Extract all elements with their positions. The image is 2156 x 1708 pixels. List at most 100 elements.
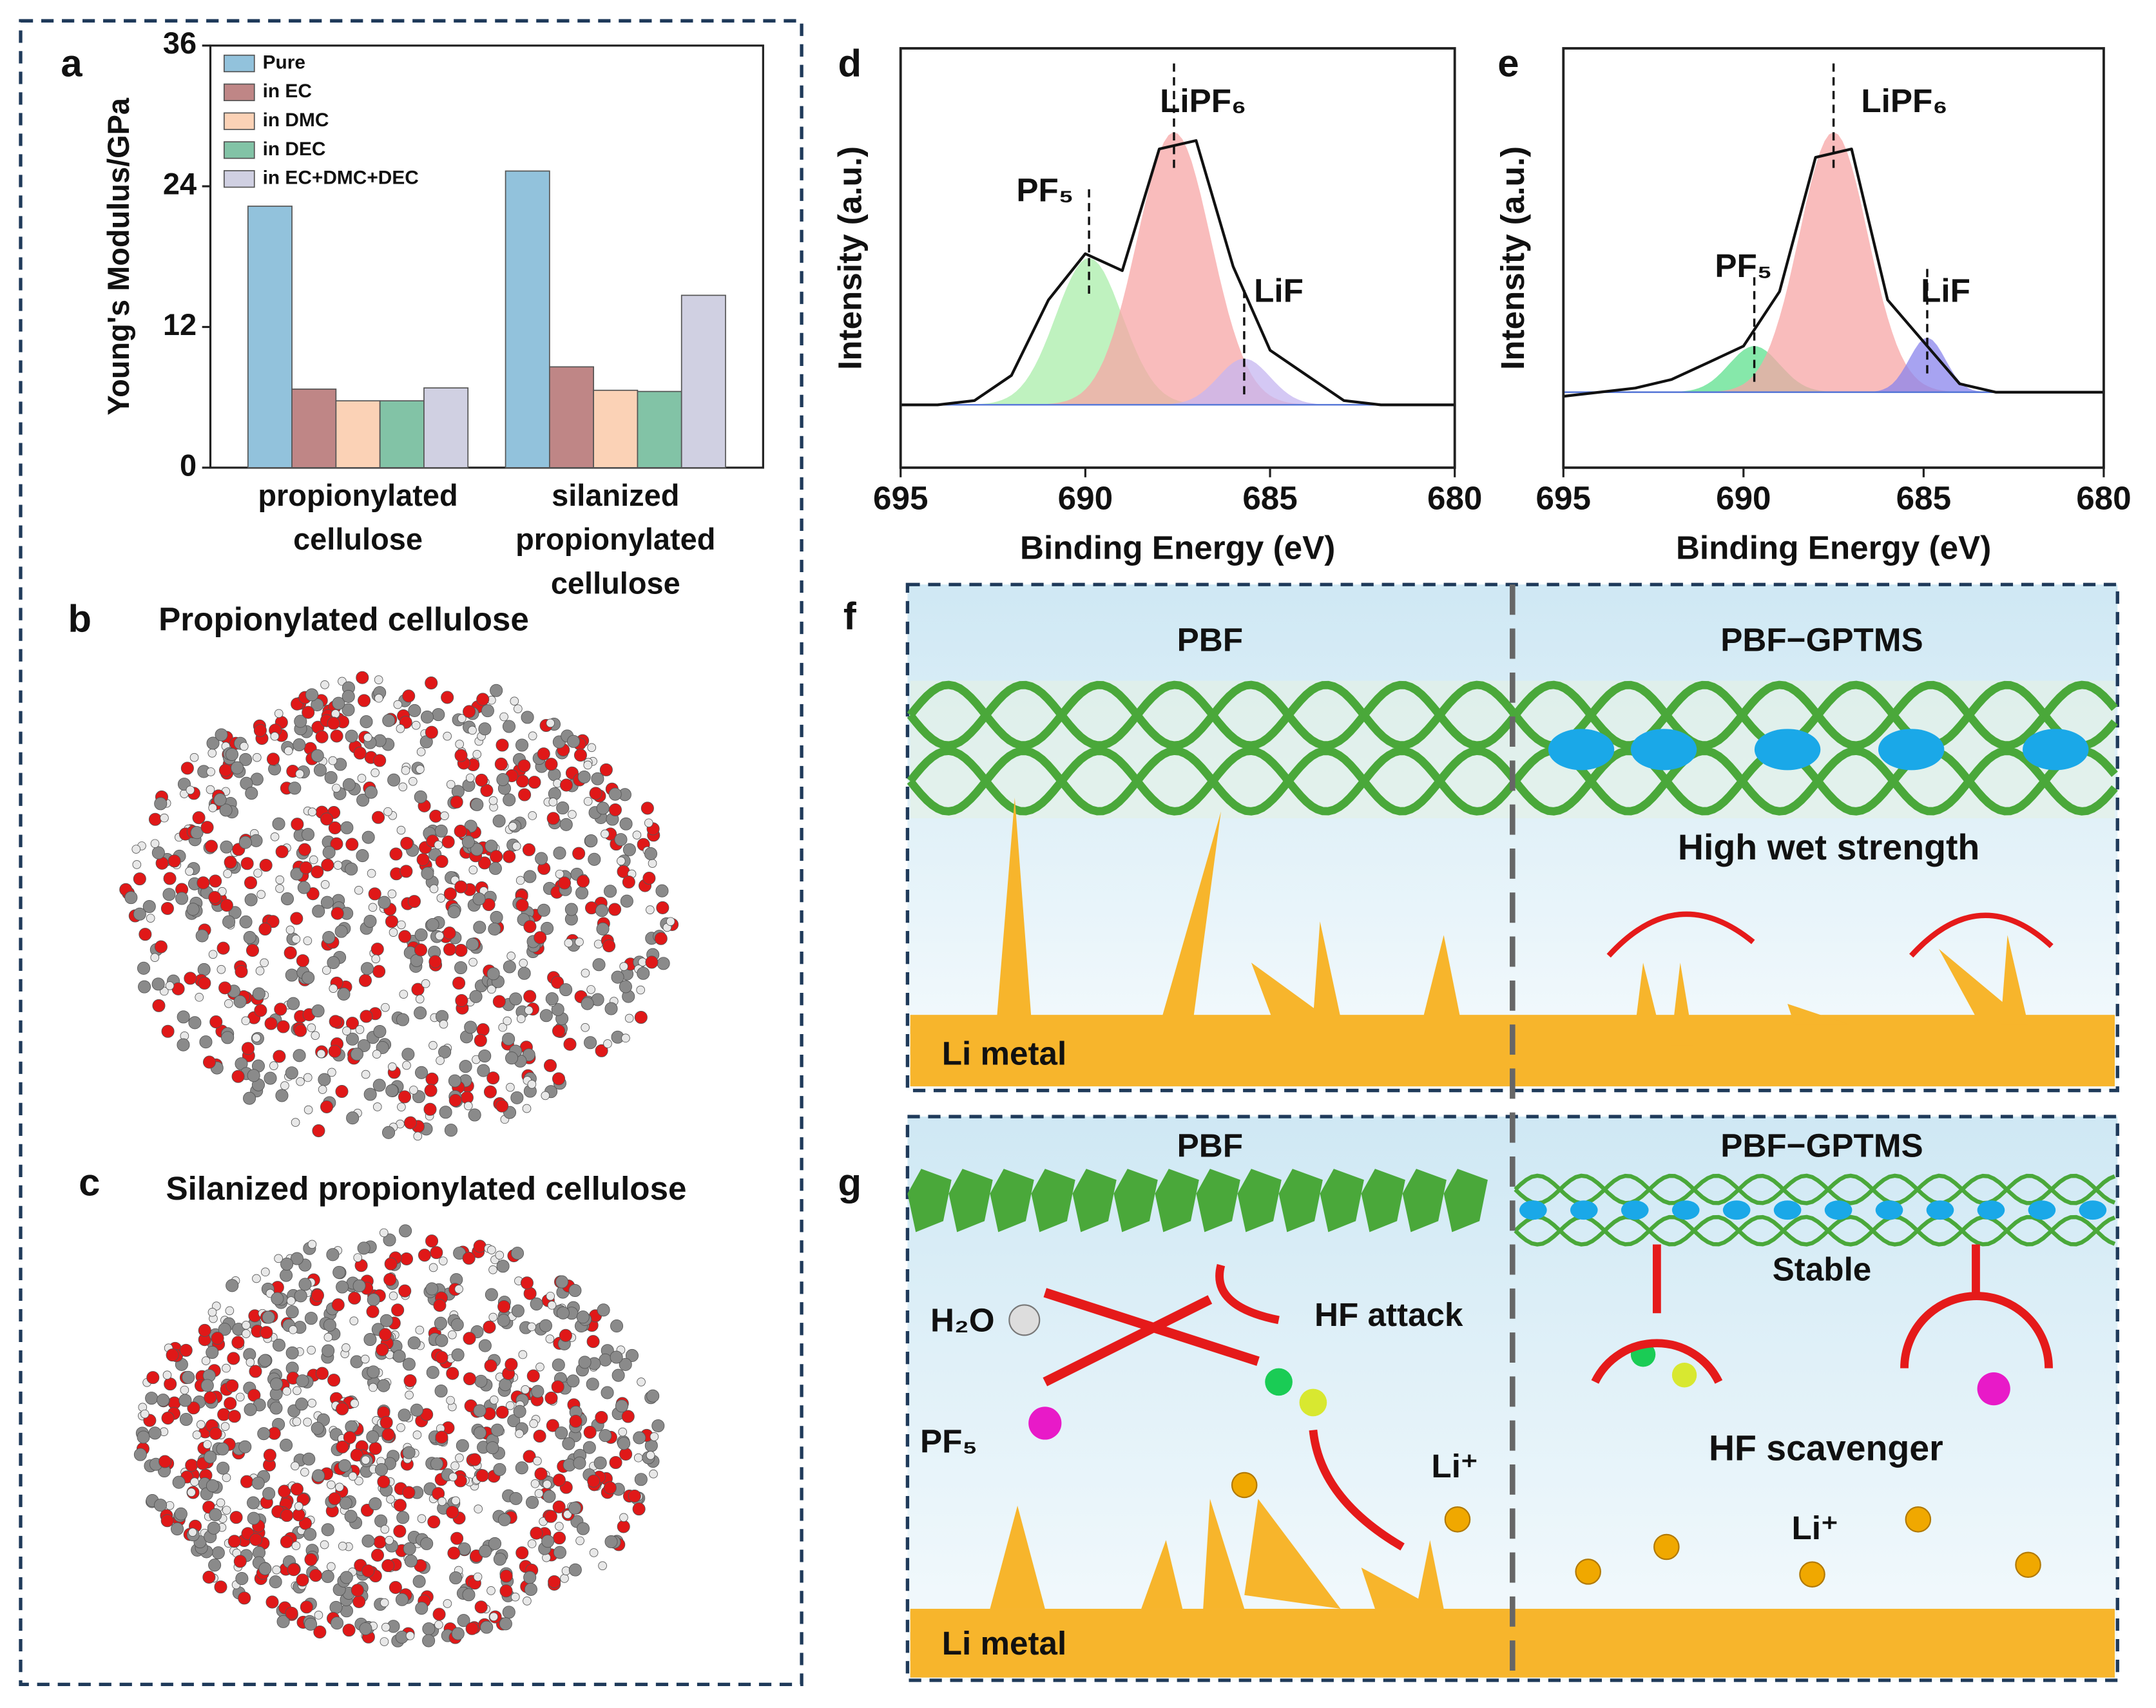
atom xyxy=(282,1387,291,1396)
atom xyxy=(461,835,475,849)
envelope xyxy=(900,139,1455,407)
atom xyxy=(444,1124,457,1137)
atom xyxy=(353,746,367,760)
atom xyxy=(311,1031,320,1041)
atom xyxy=(305,688,319,702)
atom xyxy=(373,1024,387,1039)
atom xyxy=(563,1037,577,1051)
atom xyxy=(545,1334,555,1343)
atom xyxy=(644,847,658,861)
broken-fiber xyxy=(1320,1169,1364,1233)
schematic-text: HF attack xyxy=(1314,1296,1463,1333)
atom xyxy=(418,1249,431,1262)
atom xyxy=(592,958,606,972)
atom xyxy=(621,1033,630,1043)
atom xyxy=(184,972,197,985)
atom xyxy=(265,1595,279,1609)
atom xyxy=(567,734,581,748)
atom xyxy=(333,861,343,870)
atom xyxy=(290,867,303,881)
atom xyxy=(446,1505,459,1519)
atom xyxy=(207,749,217,758)
atom xyxy=(328,1492,342,1506)
atom xyxy=(575,886,589,899)
atom xyxy=(328,1044,342,1058)
atom xyxy=(583,760,593,770)
broken-fiber xyxy=(990,1169,1034,1233)
atom xyxy=(555,1522,564,1531)
atom xyxy=(269,1401,283,1415)
li-ion xyxy=(2015,1551,2041,1578)
atom xyxy=(457,1614,470,1627)
dendrite xyxy=(1787,1004,1850,1025)
atom xyxy=(555,869,564,879)
atom xyxy=(546,1291,555,1301)
atom xyxy=(219,803,233,817)
atom xyxy=(249,834,263,847)
atom xyxy=(448,1093,462,1107)
atom xyxy=(313,1626,327,1639)
atom xyxy=(398,1090,412,1104)
atom xyxy=(619,817,633,830)
atom xyxy=(165,981,175,990)
atom xyxy=(371,768,380,778)
atom xyxy=(507,1414,521,1428)
atom xyxy=(202,1055,217,1069)
atom xyxy=(233,1555,247,1568)
atom xyxy=(327,1562,336,1571)
atom xyxy=(188,1528,197,1537)
atom xyxy=(435,1350,448,1364)
atom xyxy=(486,1441,499,1455)
atom xyxy=(340,1571,353,1584)
atom xyxy=(614,833,628,847)
atom xyxy=(380,1637,389,1646)
atom xyxy=(372,1079,386,1092)
atom xyxy=(338,1459,352,1472)
atom xyxy=(611,970,624,984)
peak-label: LiPF₆ xyxy=(1861,82,1947,119)
atom xyxy=(1008,1304,1041,1336)
atom xyxy=(402,1486,416,1499)
atom xyxy=(222,1506,231,1515)
atom xyxy=(434,1620,443,1629)
atom xyxy=(239,753,253,766)
crosslink xyxy=(1570,1200,1598,1220)
atom xyxy=(645,955,659,969)
atom xyxy=(559,1329,572,1342)
atom xyxy=(416,765,425,774)
atom xyxy=(228,906,242,919)
atom xyxy=(372,1102,382,1111)
atom xyxy=(162,1370,172,1380)
atom xyxy=(588,852,601,866)
atom xyxy=(209,1015,223,1029)
atom xyxy=(226,1379,239,1392)
atom xyxy=(274,709,284,718)
atom xyxy=(454,961,468,975)
atom xyxy=(311,1004,325,1018)
atom xyxy=(459,1060,472,1073)
atom xyxy=(523,990,537,1003)
atom xyxy=(443,926,456,940)
atom xyxy=(582,1441,596,1454)
atom xyxy=(476,1469,489,1483)
atom xyxy=(190,826,204,840)
peak-label: LiF xyxy=(1254,272,1304,309)
atom xyxy=(601,1386,614,1399)
atom xyxy=(426,1366,439,1379)
atom xyxy=(646,1451,655,1460)
atom xyxy=(523,920,537,934)
dendrite xyxy=(1203,1499,1245,1609)
atom xyxy=(430,1457,443,1471)
atom xyxy=(266,753,280,766)
atom xyxy=(320,812,334,826)
atom xyxy=(358,694,371,707)
atom xyxy=(320,1540,329,1550)
atom xyxy=(311,1289,324,1302)
atom xyxy=(274,1254,283,1263)
atom xyxy=(474,1374,488,1388)
crosslink xyxy=(2079,1200,2107,1220)
crosslink xyxy=(1671,1200,1700,1220)
atom xyxy=(482,897,496,912)
atom xyxy=(216,1498,226,1508)
schematic-text: Li⁺ xyxy=(1792,1510,1839,1546)
